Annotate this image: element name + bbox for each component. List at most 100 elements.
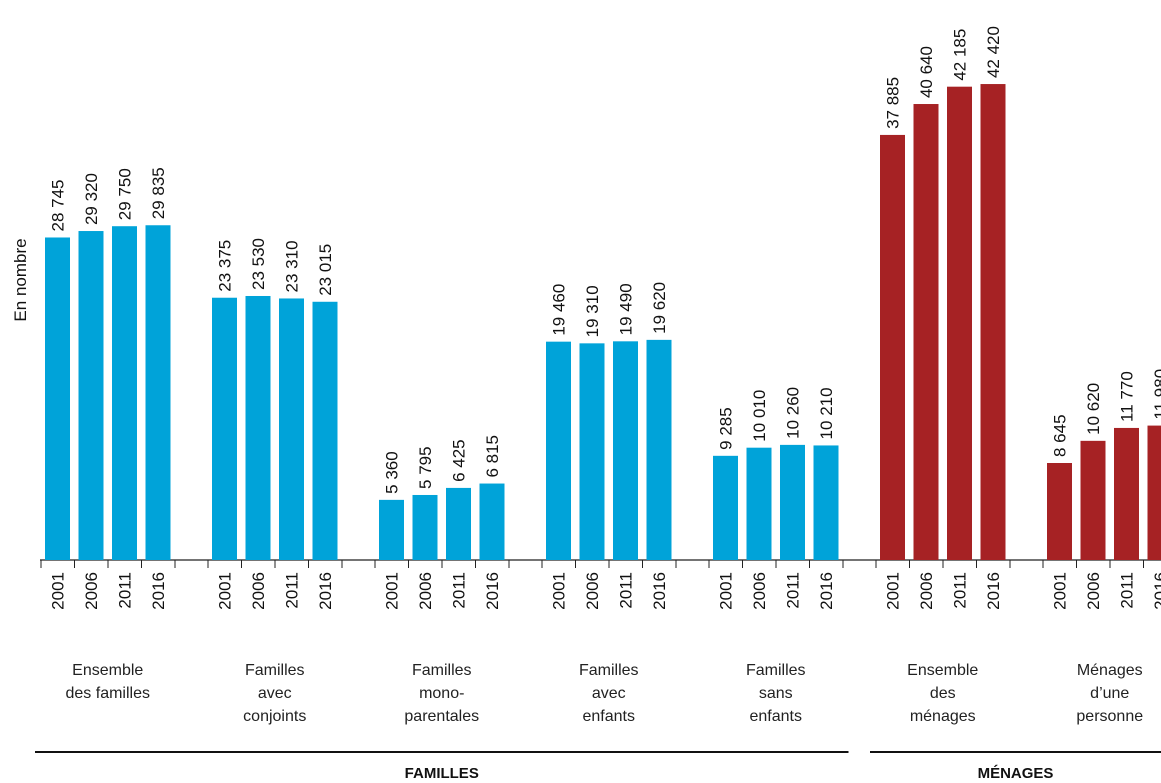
x-tick-label: 2006 [750, 572, 769, 610]
x-tick-label: 2011 [784, 572, 803, 609]
group-label: des familles [66, 685, 150, 702]
group-label: personne [1076, 708, 1143, 725]
value-label: 6 815 [483, 435, 502, 478]
x-tick-label: 2016 [483, 572, 502, 610]
value-label: 23 530 [249, 238, 268, 290]
group-label: ménages [910, 708, 976, 725]
y-axis-label: En nombre [11, 238, 30, 321]
bar [412, 494, 438, 560]
x-tick-label: 2001 [884, 572, 903, 610]
value-label: 23 015 [316, 244, 335, 296]
x-tick-label: 2016 [316, 572, 335, 610]
x-tick-label: 2016 [984, 572, 1003, 610]
x-tick-label: 2006 [82, 572, 101, 610]
x-tick-label: 2006 [917, 572, 936, 610]
x-tick-label: 2011 [283, 572, 302, 609]
bar [646, 339, 672, 560]
group-label: Familles [579, 662, 639, 679]
value-label: 19 490 [617, 283, 636, 335]
value-label: 9 285 [717, 407, 736, 450]
value-label: 42 420 [984, 26, 1003, 78]
bar [1080, 440, 1106, 560]
x-tick-label: 2011 [617, 572, 636, 609]
bar [980, 84, 1006, 560]
bar [913, 104, 939, 561]
group-label: avec [258, 685, 292, 702]
value-label: 40 640 [917, 46, 936, 98]
x-tick-label: 2016 [149, 572, 168, 610]
bar [713, 455, 738, 560]
x-tick-label: 2011 [1118, 572, 1137, 609]
bar [813, 445, 839, 560]
x-tick-label: 2006 [583, 572, 602, 610]
bar [446, 487, 471, 560]
group-label: enfants [750, 708, 802, 725]
group-label: d’une [1090, 685, 1129, 702]
value-label: 5 795 [416, 446, 435, 489]
x-tick-label: 2001 [550, 572, 569, 610]
x-tick-label: 2001 [49, 572, 68, 610]
bars [45, 84, 1161, 561]
value-label: 10 260 [784, 387, 803, 439]
group-label: sans [759, 685, 793, 702]
value-labels: 28 745 29 320 29 750 29 835 23 375 23 530 23 3… [49, 26, 1161, 494]
bar [245, 295, 271, 560]
value-label: 29 750 [116, 168, 135, 220]
x-tick-label: 2006 [1084, 572, 1103, 610]
x-tick-label: 2011 [116, 572, 135, 609]
bar [279, 298, 304, 560]
bar [112, 226, 137, 560]
bar [45, 237, 70, 561]
x-tick-label: 2001 [383, 572, 402, 610]
value-label: 5 360 [383, 451, 402, 494]
group-label: Familles [746, 662, 806, 679]
value-label: 23 375 [216, 240, 235, 292]
group-label: des [930, 685, 956, 702]
bar [1147, 425, 1161, 560]
bar [880, 134, 905, 560]
bar [546, 341, 571, 560]
bar [479, 483, 505, 560]
value-label: 37 885 [884, 77, 903, 129]
bar [1047, 463, 1072, 560]
value-label: 11 770 [1118, 371, 1137, 422]
x-tick-label: 2001 [717, 572, 736, 610]
value-label: 29 835 [149, 167, 168, 219]
bar [746, 447, 772, 560]
value-label: 19 460 [550, 284, 569, 336]
bar [613, 341, 638, 560]
bar [212, 297, 237, 560]
x-tick-label: 2001 [1051, 572, 1070, 610]
value-label: 10 620 [1084, 383, 1103, 435]
x-tick-label: 2001 [216, 572, 235, 610]
x-tick-label: 2016 [1151, 572, 1161, 610]
value-label: 11 980 [1151, 369, 1161, 420]
bar [947, 86, 972, 561]
x-tick-label: 2016 [650, 572, 669, 610]
x-tick-label: 2006 [416, 572, 435, 610]
value-label: 29 320 [82, 173, 101, 225]
group-label: Ensemble [72, 662, 143, 679]
section-label: FAMILLES [405, 765, 479, 782]
x-axis [40, 559, 1161, 568]
x-tick-labels: 2001 2006 2011 2016 2001 2006 2011 2016 2001 2006… [49, 572, 1161, 610]
value-label: 23 310 [283, 240, 302, 292]
group-label: Ménages [1077, 662, 1143, 679]
group-label: mono- [419, 685, 464, 702]
x-tick-label: 2006 [249, 572, 268, 610]
bar [312, 301, 338, 560]
group-label: enfants [583, 708, 635, 725]
x-tick-label: 2016 [817, 572, 836, 610]
bar [78, 231, 104, 560]
bar [145, 225, 171, 561]
bar [379, 499, 404, 560]
value-label: 19 620 [650, 282, 669, 334]
x-tick-label: 2011 [951, 572, 970, 609]
value-label: 6 425 [450, 439, 469, 482]
group-label: Familles [245, 662, 305, 679]
value-label: 10 010 [750, 390, 769, 442]
group-label: Ensemble [907, 662, 978, 679]
bar [579, 343, 605, 560]
group-label: parentales [404, 708, 479, 725]
